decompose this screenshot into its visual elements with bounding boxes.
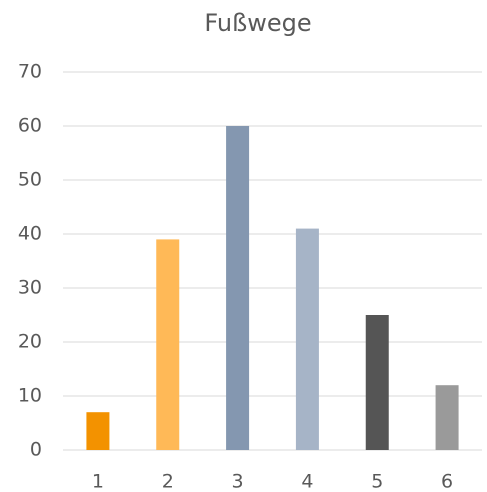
y-tick-label: 10 bbox=[18, 385, 42, 407]
y-tick-label: 40 bbox=[18, 223, 42, 245]
x-tick-label: 4 bbox=[301, 471, 313, 492]
chart-title: Fußwege bbox=[204, 9, 311, 37]
y-tick-label: 0 bbox=[30, 439, 42, 461]
bar bbox=[435, 385, 459, 450]
x-tick-label: 5 bbox=[371, 471, 383, 492]
bar bbox=[365, 315, 389, 450]
y-tick-label: 20 bbox=[18, 331, 42, 353]
bar bbox=[86, 412, 110, 450]
bar bbox=[156, 239, 180, 450]
y-tick-label: 30 bbox=[18, 277, 42, 299]
x-tick-label: 6 bbox=[441, 471, 453, 492]
x-tick-label: 3 bbox=[232, 471, 244, 492]
y-tick-label: 70 bbox=[18, 61, 42, 83]
bar bbox=[226, 126, 250, 450]
x-tick-label: 2 bbox=[162, 471, 174, 492]
y-tick-label: 50 bbox=[18, 169, 42, 191]
bar bbox=[295, 228, 319, 450]
y-tick-label: 60 bbox=[18, 115, 42, 137]
x-tick-label: 1 bbox=[92, 471, 104, 492]
